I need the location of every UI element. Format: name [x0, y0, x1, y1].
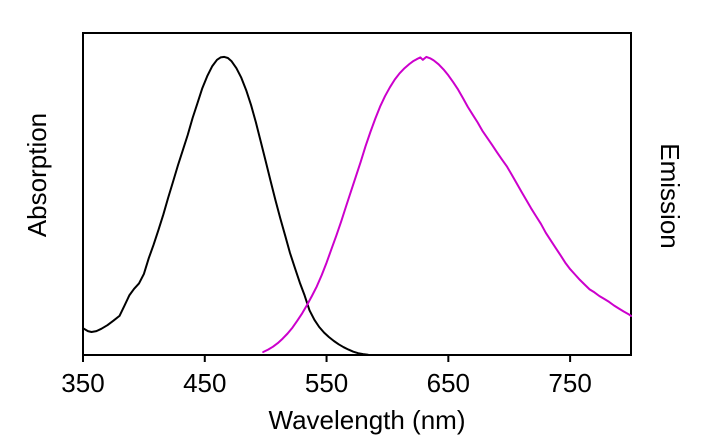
- y-left-axis-title: Absorption: [22, 113, 52, 237]
- x-tick-label: 550: [305, 368, 348, 398]
- curves-group: [82, 55, 632, 356]
- y-right-axis-title: Emission: [655, 143, 685, 248]
- x-axis-title: Wavelength (nm): [269, 405, 466, 435]
- x-tick-label: 650: [427, 368, 470, 398]
- x-tick-label: 450: [183, 368, 226, 398]
- x-tick-label: 350: [61, 368, 104, 398]
- x-tick-label: 750: [548, 368, 591, 398]
- absorption-curve: [82, 55, 369, 356]
- x-axis-ticks: 350 450 550 650 750: [61, 355, 592, 398]
- emission-curve: [262, 55, 632, 353]
- plot-border: [82, 32, 632, 356]
